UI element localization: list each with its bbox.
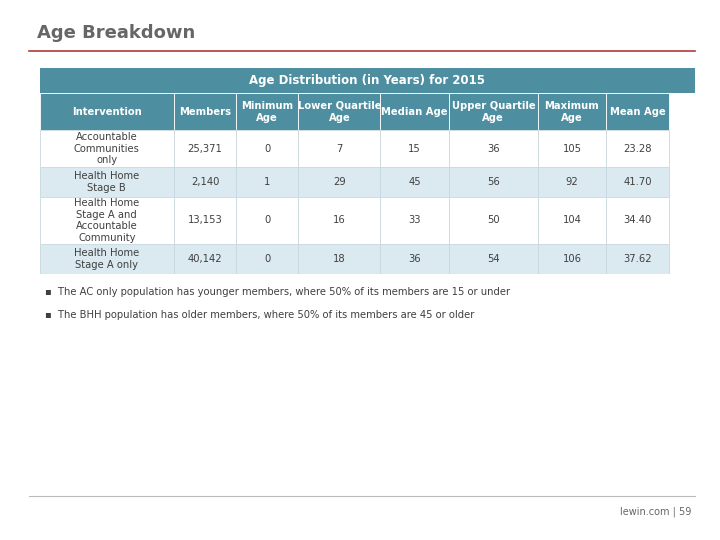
Bar	[298, 197, 380, 244]
Bar	[40, 197, 174, 244]
Text: Age Distribution (in Years) for 2015: Age Distribution (in Years) for 2015	[249, 74, 485, 87]
Bar	[449, 197, 538, 244]
Bar	[606, 93, 669, 130]
Text: Health Home
Stage A only: Health Home Stage A only	[74, 248, 140, 270]
Text: 50: 50	[487, 215, 500, 225]
Text: 0: 0	[264, 254, 271, 264]
Text: Mean Age: Mean Age	[610, 107, 665, 117]
Bar	[538, 93, 606, 130]
Text: Maximum
Age: Maximum Age	[544, 101, 599, 123]
Text: Upper Quartile
Age: Upper Quartile Age	[451, 101, 535, 123]
Text: 16: 16	[333, 215, 346, 225]
Bar	[174, 197, 236, 244]
Text: 36: 36	[408, 254, 421, 264]
Text: 1: 1	[264, 177, 271, 187]
Bar	[174, 167, 236, 197]
Text: 0: 0	[264, 144, 271, 153]
Text: 37.62: 37.62	[623, 254, 652, 264]
Text: 36: 36	[487, 144, 500, 153]
Text: 104: 104	[562, 215, 581, 225]
Bar	[298, 244, 380, 274]
Bar	[236, 130, 298, 167]
Bar	[380, 93, 449, 130]
Text: 7: 7	[336, 144, 343, 153]
Bar	[236, 244, 298, 274]
Bar	[380, 167, 449, 197]
Bar	[538, 197, 606, 244]
Bar	[380, 130, 449, 167]
Text: 40,142: 40,142	[188, 254, 222, 264]
Bar	[236, 93, 298, 130]
Bar	[40, 130, 174, 167]
Text: 13,153: 13,153	[188, 215, 222, 225]
Bar	[606, 244, 669, 274]
Bar	[449, 244, 538, 274]
Text: 23.28: 23.28	[624, 144, 652, 153]
Bar	[298, 93, 380, 130]
Text: ▪  The AC only population has younger members, where 50% of its members are 15 o: ▪ The AC only population has younger mem…	[45, 287, 510, 298]
Bar	[449, 93, 538, 130]
Bar	[449, 130, 538, 167]
Text: 29: 29	[333, 177, 346, 187]
Bar	[380, 197, 449, 244]
Text: 45: 45	[408, 177, 421, 187]
Bar	[538, 167, 606, 197]
Text: Members: Members	[179, 107, 231, 117]
Text: ▪  The BHH population has older members, where 50% of its members are 45 or olde: ▪ The BHH population has older members, …	[45, 310, 474, 320]
Text: Intervention: Intervention	[72, 107, 142, 117]
Text: 56: 56	[487, 177, 500, 187]
Bar	[174, 130, 236, 167]
Bar	[538, 244, 606, 274]
Text: lewin.com | 59: lewin.com | 59	[620, 507, 691, 517]
Text: 105: 105	[562, 144, 582, 153]
Bar	[236, 197, 298, 244]
Bar	[449, 167, 538, 197]
Bar	[40, 244, 174, 274]
Bar	[606, 197, 669, 244]
Bar	[538, 130, 606, 167]
Text: Lower Quartile
Age: Lower Quartile Age	[297, 101, 381, 123]
Text: 41.70: 41.70	[624, 177, 652, 187]
Text: Health Home
Stage A and
Accountable
Community: Health Home Stage A and Accountable Comm…	[74, 198, 140, 242]
Text: Median Age: Median Age	[382, 107, 448, 117]
Text: Minimum
Age: Minimum Age	[241, 101, 293, 123]
Bar	[380, 244, 449, 274]
Text: 15: 15	[408, 144, 421, 153]
Bar	[236, 167, 298, 197]
Text: 18: 18	[333, 254, 346, 264]
Text: 54: 54	[487, 254, 500, 264]
Text: Age Breakdown: Age Breakdown	[37, 24, 196, 42]
Bar	[40, 167, 174, 197]
Bar	[174, 93, 236, 130]
Text: 106: 106	[562, 254, 582, 264]
Bar	[606, 130, 669, 167]
Bar	[606, 167, 669, 197]
Bar	[298, 130, 380, 167]
Text: 34.40: 34.40	[624, 215, 652, 225]
Bar	[40, 93, 174, 130]
Text: 92: 92	[566, 177, 578, 187]
Text: 0: 0	[264, 215, 271, 225]
Text: 25,371: 25,371	[188, 144, 222, 153]
Bar	[298, 167, 380, 197]
Text: Accountable
Communities
only: Accountable Communities only	[74, 132, 140, 165]
Text: 2,140: 2,140	[191, 177, 219, 187]
Text: 33: 33	[408, 215, 421, 225]
Text: Health Home
Stage B: Health Home Stage B	[74, 171, 140, 193]
Bar	[174, 244, 236, 274]
